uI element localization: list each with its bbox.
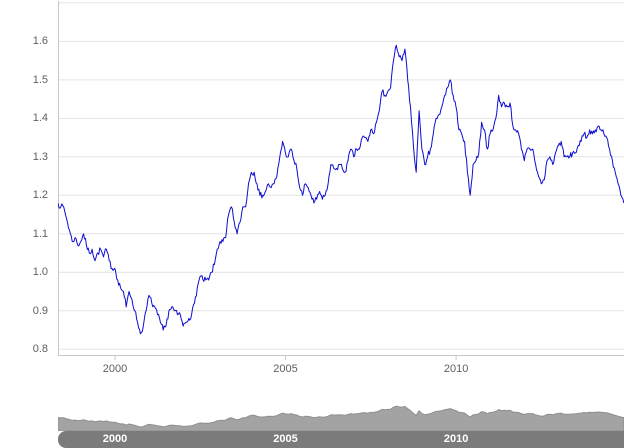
y-axis-label: 1.2 — [32, 189, 48, 202]
navigator-axis-label: 2005 — [273, 433, 298, 445]
x-axis-label: 2010 — [443, 363, 469, 375]
axis-lines — [58, 1, 624, 360]
y-axis-label: 1.6 — [32, 35, 48, 48]
price-line-series — [58, 44, 624, 335]
gridlines — [58, 2, 624, 350]
x-axis-label: 2005 — [273, 363, 298, 375]
y-axis-label: 1.0 — [32, 266, 48, 279]
navigator-axis-label: 2010 — [443, 433, 469, 445]
navigator-axis-label: 2000 — [102, 433, 128, 445]
navigator-area[interactable] — [58, 405, 624, 431]
y-axis-label: 0.8 — [32, 343, 48, 356]
x-axis-label: 2000 — [102, 363, 128, 375]
y-axis-label: 0.9 — [32, 304, 48, 317]
navigator-scrollbar[interactable] — [58, 431, 624, 448]
y-axis-label: 1.4 — [32, 112, 48, 125]
y-axis-label: 1.3 — [32, 150, 48, 163]
y-axis-label: 1.5 — [32, 73, 48, 86]
y-axis-label: 1.1 — [32, 227, 48, 240]
